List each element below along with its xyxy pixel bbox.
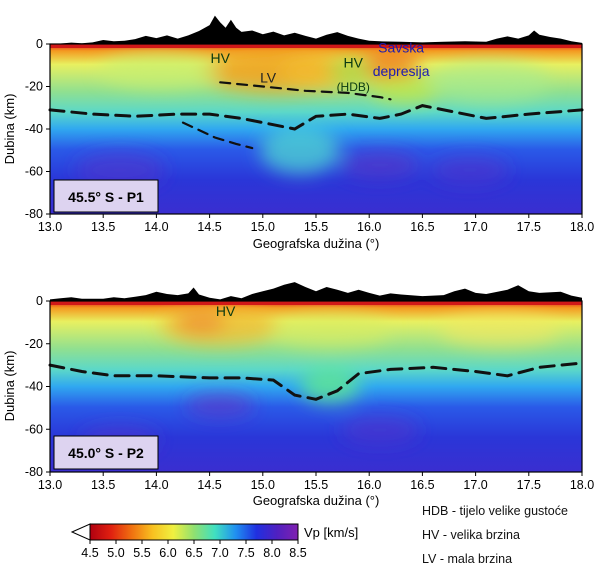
x-axis-p1: 13.0 13.5 14.0 14.5 15.0 15.5 16.0 16.5 17.0 17.5… bbox=[38, 214, 594, 234]
colorbar-underflow-arrow bbox=[70, 523, 91, 541]
x-tick-label: 17.0 bbox=[463, 478, 487, 492]
y-tick-label: -20 bbox=[25, 80, 43, 94]
y-tick-label: -80 bbox=[25, 207, 43, 221]
y-tick-label: -40 bbox=[25, 122, 43, 136]
annotation-label: HV bbox=[344, 54, 364, 70]
legend-note-hv: HV - velika brzina bbox=[422, 528, 520, 542]
topography-profile-p2 bbox=[50, 282, 582, 301]
x-tick-label: 14.0 bbox=[144, 478, 168, 492]
annotation-label: HV bbox=[211, 50, 231, 66]
y-tick-label: -60 bbox=[25, 165, 43, 179]
moho-lines-p2 bbox=[48, 361, 584, 401]
moho-line bbox=[48, 104, 584, 131]
x-tick-label: 13.0 bbox=[38, 220, 62, 234]
x-tick-label: 14.5 bbox=[197, 220, 221, 234]
x-tick-label: 18.0 bbox=[570, 478, 594, 492]
x-tick-label: 16.0 bbox=[357, 478, 381, 492]
y-tick-label: -60 bbox=[25, 422, 43, 436]
y-tick-label: 0 bbox=[36, 37, 43, 51]
topography-profile-p1 bbox=[50, 15, 582, 44]
moho-line bbox=[48, 361, 584, 401]
colorbar-tick-label: 6.0 bbox=[159, 546, 176, 560]
colorbar-tick-label: 7.0 bbox=[211, 546, 228, 560]
colorbar-tick-label: 6.5 bbox=[185, 546, 202, 560]
x-tick-label: 16.5 bbox=[410, 478, 434, 492]
velocity-colorbar: 4.5 5.0 5.5 6.0 6.5 7.0 7.5 8.0 8.5 Vp [km/s] bbox=[70, 523, 358, 560]
colorbar-gradient bbox=[89, 523, 299, 541]
profile-label-p2: 45.0° S - P2 bbox=[68, 445, 144, 461]
moho-lines-p1 bbox=[48, 81, 584, 150]
y-tick-label: -80 bbox=[25, 465, 43, 479]
y-axis-label-p2: Dubina (km) bbox=[2, 351, 17, 422]
x-tick-label: 16.0 bbox=[357, 220, 381, 234]
x-tick-label: 16.5 bbox=[410, 220, 434, 234]
x-tick-label: 18.0 bbox=[570, 220, 594, 234]
y-tick-label: 0 bbox=[36, 294, 43, 308]
x-tick-label: 13.5 bbox=[91, 220, 115, 234]
x-tick-label: 17.0 bbox=[463, 220, 487, 234]
x-axis-p2: 13.0 13.5 14.0 14.5 15.0 15.5 16.0 16.5 17.0 17.5… bbox=[38, 472, 594, 492]
x-tick-label: 15.0 bbox=[251, 220, 275, 234]
x-tick-label: 15.0 bbox=[251, 478, 275, 492]
secondary-dashed-line-0 bbox=[181, 121, 254, 150]
colorbar-tick-label: 5.0 bbox=[107, 546, 124, 560]
legend-note-hdb: HDB - tijelo velike gustoće bbox=[422, 504, 568, 518]
profile-label-box-p1: 45.5° S - P1 bbox=[53, 179, 159, 213]
colorbar-ticks: 4.5 5.0 5.5 6.0 6.5 7.0 7.5 8.0 8.5 bbox=[81, 540, 307, 560]
x-tick-label: 17.5 bbox=[517, 220, 541, 234]
colorbar-tick-label: 7.5 bbox=[237, 546, 254, 560]
x-tick-label: 13.5 bbox=[91, 478, 115, 492]
y-axis-p1: 0 -20 -40 -60 -80 bbox=[25, 37, 50, 221]
x-tick-label: 13.0 bbox=[38, 478, 62, 492]
annotation-label: HV bbox=[216, 303, 236, 319]
x-tick-label: 14.5 bbox=[197, 478, 221, 492]
x-tick-label: 15.5 bbox=[304, 220, 328, 234]
colorbar-tick-label: 5.5 bbox=[133, 546, 150, 560]
y-tick-label: -20 bbox=[25, 337, 43, 351]
annotation-label: (HDB) bbox=[337, 80, 370, 94]
profile-p1-panel: 13.0 13.5 14.0 14.5 15.0 15.5 16.0 16.5 17.0 17.5… bbox=[2, 15, 594, 251]
annotation-label: depresija bbox=[373, 63, 430, 79]
x-tick-label: 14.0 bbox=[144, 220, 168, 234]
profile-label-p1: 45.5° S - P1 bbox=[68, 189, 144, 205]
secondary-dashed-line-1 bbox=[219, 81, 392, 101]
colorbar-tick-label: 8.0 bbox=[263, 546, 280, 560]
x-axis-label-p1: Geografska dužina (°) bbox=[253, 236, 380, 251]
profile-label-box-p2: 45.0° S - P2 bbox=[53, 435, 159, 470]
annotations-p1: HV LV HV (HDB) Savska depresija bbox=[211, 40, 430, 94]
colorbar-tick-label: 8.5 bbox=[289, 546, 306, 560]
y-tick-label: -40 bbox=[25, 380, 43, 394]
profile-p2-panel: 13.0 13.5 14.0 14.5 15.0 15.5 16.0 16.5 17.0 17.5… bbox=[2, 282, 594, 508]
annotations-p2: HV bbox=[216, 303, 236, 319]
annotation-label: Savska bbox=[378, 40, 424, 56]
x-axis-label-p2: Geografska dužina (°) bbox=[253, 493, 380, 508]
annotation-label: LV bbox=[260, 69, 277, 85]
x-tick-label: 15.5 bbox=[304, 478, 328, 492]
y-axis-p2: 0 -20 -40 -60 -80 bbox=[25, 294, 50, 479]
legend-note-lv: LV - mala brzina bbox=[422, 552, 513, 566]
x-tick-label: 17.5 bbox=[517, 478, 541, 492]
colorbar-label: Vp [km/s] bbox=[304, 525, 358, 540]
y-axis-label-p1: Dubina (km) bbox=[2, 94, 17, 165]
colorbar-tick-label: 4.5 bbox=[81, 546, 98, 560]
